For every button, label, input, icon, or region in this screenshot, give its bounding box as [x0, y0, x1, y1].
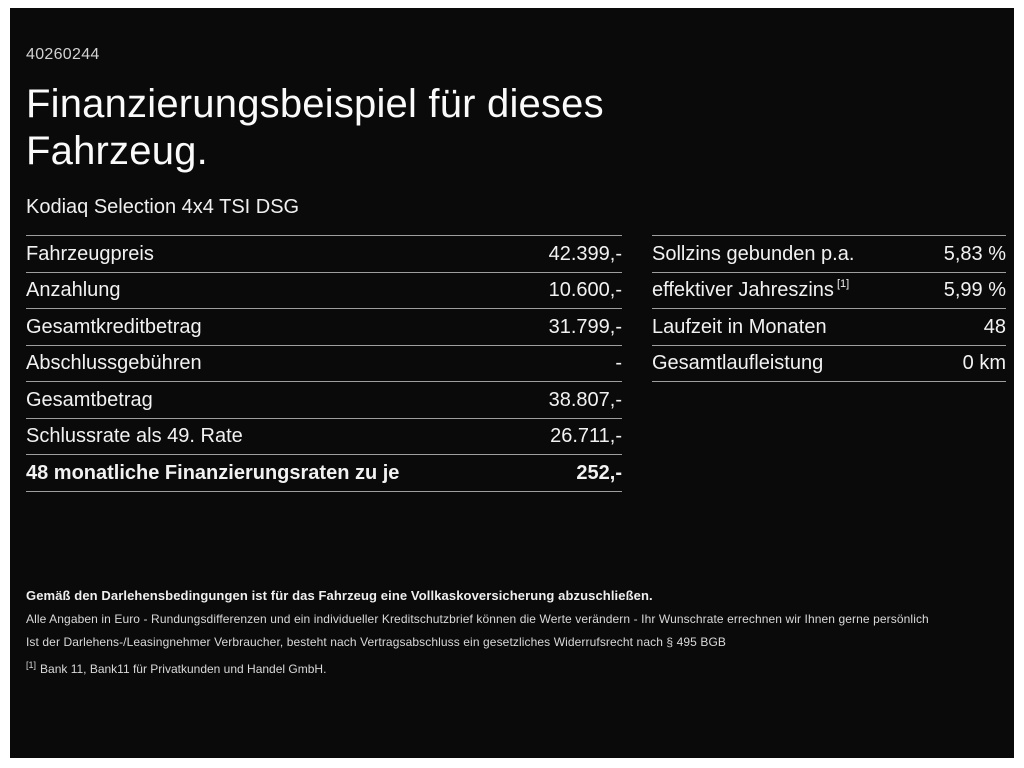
row-label: effektiver Jahreszins [1] [652, 278, 850, 302]
page-title: Finanzierungsbeispiel für dieses Fahrzeug… [26, 81, 1006, 175]
row-label: 48 monatliche Finanzierungsraten zu je [26, 461, 400, 484]
table-row: Abschlussgebühren - [26, 346, 622, 383]
vehicle-model: Kodiaq Selection 4x4 TSI DSG [26, 196, 300, 219]
row-value: 5,99 % [943, 279, 1006, 302]
row-value: 48 [983, 315, 1006, 338]
row-label: Gesamtbetrag [26, 388, 153, 411]
page-title-line1: Finanzierungsbeispiel für dieses [26, 82, 604, 126]
document-id: 40260244 [26, 46, 100, 63]
row-label: Fahrzeugpreis [26, 242, 154, 265]
row-label: Gesamtlaufleistung [652, 352, 824, 375]
row-value: 5,83 % [943, 242, 1006, 265]
insurance-note: Gemäß den Darlehensbedingungen ist für d… [26, 587, 653, 603]
footnote: [1] Bank 11, Bank11 für Privatkunden und … [26, 660, 1006, 676]
row-value: 26.711,- [550, 425, 622, 448]
row-value: 10.600,- [548, 279, 622, 302]
table-row: Sollzins gebunden p.a. 5,83 % [652, 236, 1006, 273]
disclaimer-line-1: Alle Angaben in Euro - Rundungsdifferenz… [26, 611, 929, 626]
disclaimer-line-2: Ist der Darlehens-/Leasingnehmer Verbrau… [26, 634, 727, 649]
row-value: 31.799,- [548, 315, 622, 338]
row-label: Gesamtkreditbetrag [26, 315, 202, 338]
footnote-marker: [1] [26, 659, 37, 670]
table-row: effektiver Jahreszins [1] 5,99 % [652, 273, 1006, 310]
row-value: 42.399,- [548, 242, 622, 265]
table-row: Gesamtlaufleistung 0 km [652, 346, 1006, 383]
table-row: Schlussrate als 49. Rate 26.711,- [26, 419, 622, 456]
footer: Gemäß den Darlehensbedingungen ist für d… [26, 588, 1006, 676]
table-row: Gesamtbetrag 38.807,- [26, 382, 622, 419]
row-label: Abschlussgebühren [26, 352, 202, 375]
table-row: Fahrzeugpreis 42.399,- [26, 236, 622, 273]
footnote-reference: [1] [836, 278, 850, 291]
table-row: Anzahlung 10.600,- [26, 273, 622, 310]
financing-table: Fahrzeugpreis 42.399,- Anzahlung 10.600,… [26, 235, 622, 492]
row-value: 38.807,- [548, 388, 622, 411]
footnote-text: Bank 11, Bank11 für Privatkunden und Han… [40, 661, 327, 676]
row-label-text: effektiver Jahreszins [652, 279, 834, 302]
row-value: - [615, 352, 622, 375]
table-row: Gesamtkreditbetrag 31.799,- [26, 309, 622, 346]
table-row-monthly-rate: 48 monatliche Finanzierungsraten zu je 2… [26, 455, 622, 492]
row-label: Schlussrate als 49. Rate [26, 425, 243, 448]
row-label: Anzahlung [26, 279, 121, 302]
row-value: 0 km [962, 352, 1006, 375]
row-value: 252,- [576, 461, 622, 484]
row-label: Sollzins gebunden p.a. [652, 242, 855, 265]
conditions-table: Sollzins gebunden p.a. 5,83 % effektiver… [652, 235, 1006, 383]
row-label: Laufzeit in Monaten [652, 315, 827, 338]
table-row: Laufzeit in Monaten 48 [652, 309, 1006, 346]
page-title-line2: Fahrzeug. [26, 129, 208, 174]
financing-document: 40260244 Finanzierungsbeispiel für diese… [10, 8, 1014, 758]
financing-tables: Fahrzeugpreis 42.399,- Anzahlung 10.600,… [26, 235, 1006, 492]
